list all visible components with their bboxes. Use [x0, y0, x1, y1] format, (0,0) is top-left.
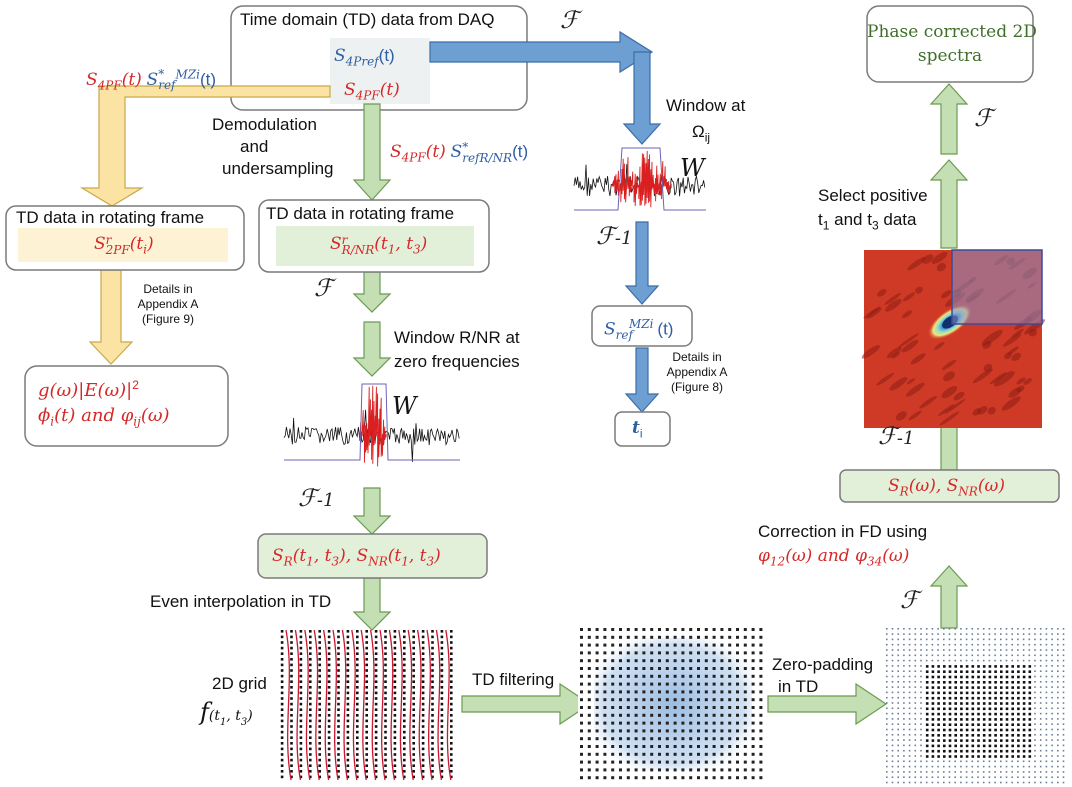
green-arrow-2	[352, 271, 392, 313]
even-interp-label: Even interpolation in TD	[150, 592, 332, 611]
sw-formula: SR(ω), SNR(ω)	[888, 476, 1005, 499]
correction-label: Correction in FD using	[758, 522, 928, 541]
left-result-line1: g(ω)|E(ω)|2	[38, 378, 139, 401]
green-arrow-filter	[461, 682, 592, 726]
left-product: S4PF(t) S * ref MZi(t)	[86, 67, 216, 93]
final-box-label: Phase corrected 2D spectra	[867, 22, 1037, 66]
zero-padded-grid	[886, 628, 1065, 784]
green-arrow-1	[352, 103, 392, 201]
final-box	[866, 5, 1034, 83]
mid-window-label: Window R/NR at zero frequencies	[394, 328, 520, 371]
mid-window-plot	[283, 383, 460, 467]
left-result-box	[24, 365, 229, 447]
left-td-fill	[18, 228, 228, 262]
daq-s4pref: S4Pref(t)	[334, 46, 395, 69]
blue-arrow-down-2	[624, 221, 660, 305]
sref-formula: SrefMZi (t)	[604, 317, 674, 343]
left-details: Details in Appendix A (Figure 9)	[137, 282, 199, 326]
grid-label: 2D grid	[212, 674, 267, 693]
green-arrow-5	[352, 577, 392, 631]
ti-box	[614, 411, 671, 447]
green-arrow-up-4	[929, 83, 969, 155]
daq-title: Time domain (TD) data from DAQ	[240, 10, 495, 29]
ref-details: Details in Appendix A (Figure 8)	[666, 350, 728, 394]
inverse-fourier-3: ℱ-1	[878, 422, 915, 450]
left-td-title: TD data in rotating frame	[16, 208, 205, 227]
mid-td-title: TD data in rotating frame	[266, 204, 455, 223]
blue-arrow-down-1	[622, 51, 662, 145]
filtered-grid	[578, 626, 764, 780]
sr-formula: SR(t1, t3), SNR(t1, t3)	[272, 546, 441, 569]
green-arrow-up-1	[929, 565, 969, 629]
mid-product: S4PF(t) S * refR/NR (t)	[390, 140, 529, 165]
td-filter-label: TD filtering	[472, 670, 555, 689]
grid-function: f(t1, t3)	[200, 698, 253, 728]
daq-formula-bg	[330, 38, 430, 104]
sr-box	[257, 533, 488, 579]
left-result-line2: ϕi(t) and φij(ω)	[38, 405, 170, 429]
mid-window-w: W	[392, 392, 417, 420]
ref-window-label: Window at	[666, 96, 746, 115]
inverse-fourier-2: ℱ-1	[298, 484, 335, 512]
fourier-symbol-3: ℱ	[974, 104, 993, 132]
green-arrow-up-3	[929, 159, 969, 249]
fourier-symbol-1: ℱ	[560, 6, 579, 34]
sw-box	[839, 469, 1060, 503]
fourier-symbol-2: ℱ	[314, 274, 333, 302]
mid-td-fill	[276, 226, 474, 266]
inverse-fourier-1: ℱ-1	[596, 222, 633, 250]
green-arrow-3	[352, 321, 392, 377]
ref-window-omega: Ωij	[692, 122, 711, 145]
ti-label: ti	[632, 418, 643, 441]
yellow-arrow-2	[88, 269, 134, 365]
sref-box	[591, 305, 693, 347]
zero-pad-label: Zero-padding in TD	[772, 655, 874, 696]
fourier-symbol-4: ℱ	[900, 586, 919, 614]
green-arrow-4	[352, 487, 392, 535]
ref-window-w: W	[680, 154, 705, 182]
demod-label: Demodulation and undersampling	[212, 115, 334, 178]
daq-s4pf: S4PF(t)	[344, 80, 400, 103]
select-label: Select positive t1 and t3 data	[818, 186, 928, 233]
heatmap-2d	[861, 249, 1046, 428]
ref-window-plot	[573, 147, 706, 211]
green-arrow-zeropad	[767, 682, 888, 726]
correction-phases: φ12(ω) and φ34(ω)	[758, 546, 910, 569]
sine-grid	[280, 629, 453, 781]
yellow-arrow	[79, 85, 331, 207]
blue-arrow-down-3	[624, 347, 660, 413]
